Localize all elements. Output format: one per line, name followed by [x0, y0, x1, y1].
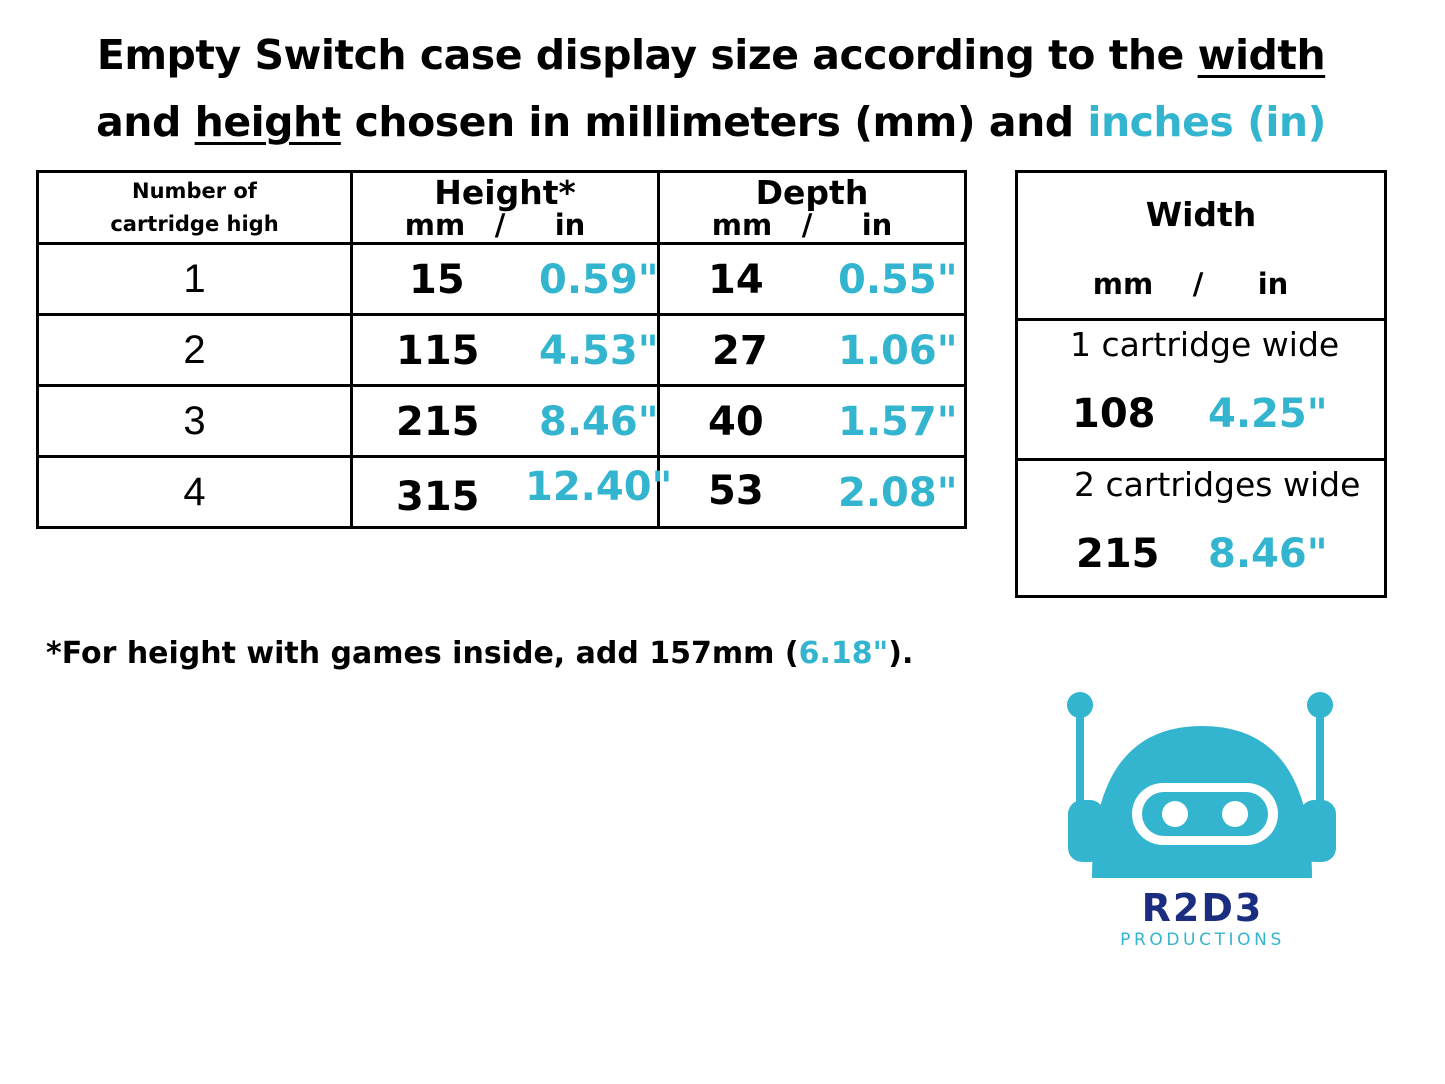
height-in: 8.46" — [539, 399, 659, 445]
row-count: 2 — [36, 313, 353, 387]
depth-in: 1.06" — [838, 328, 958, 374]
table-row: 2 115 4.53" 27 1.06" — [36, 313, 967, 387]
title-line-1: Empty Switch case display size according… — [96, 31, 1326, 79]
title-highlight-inches: inches (in) — [1087, 98, 1326, 146]
height-mm: 115 — [396, 328, 480, 374]
row-count: 4 — [36, 455, 353, 529]
width-mm: 108 — [1072, 391, 1156, 437]
width-mm: 215 — [1076, 531, 1160, 577]
table-header-row: Number of cartridge high Height* mm / in… — [36, 170, 967, 245]
depth-cell: 40 1.57" — [657, 384, 967, 458]
header-height: Height* mm / in — [350, 170, 660, 245]
height-depth-table: Number of cartridge high Height* mm / in… — [36, 170, 967, 529]
title-line-2: and height chosen in millimeters (mm) an… — [96, 98, 1326, 146]
table-row: 3 215 8.46" 40 1.57" — [36, 384, 967, 458]
width-section-2: 2 cartridges wide 215 8.46" — [1018, 461, 1384, 598]
robot-head-icon — [1067, 692, 1336, 878]
depth-mm: 14 — [708, 257, 764, 303]
brand-logo-text: R2D3 — [1141, 886, 1264, 930]
height-in: 4.53" — [539, 328, 659, 374]
row-count: 1 — [36, 242, 353, 316]
width-label: 1 cartridge wide — [1070, 325, 1340, 364]
page-title: Empty Switch case display size according… — [0, 22, 1422, 156]
width-table: Width mm / in 1 cartridge wide 108 4.25"… — [1015, 170, 1387, 598]
height-units: mm / in — [404, 207, 586, 242]
brand-logo-subtitle: PRODUCTIONS — [1120, 930, 1285, 950]
depth-in: 1.57" — [838, 399, 958, 445]
width-header: Width mm / in — [1018, 173, 1384, 321]
footnote-highlight: 6.18" — [798, 636, 889, 671]
width-label: 2 cartridges wide — [1074, 465, 1361, 504]
title-underlined-width: width — [1197, 31, 1326, 79]
depth-cell: 27 1.06" — [657, 313, 967, 387]
height-mm: 215 — [396, 399, 480, 445]
header-count: Number of cartridge high — [36, 170, 353, 245]
footnote: *For height with games inside, add 157mm… — [46, 636, 914, 671]
height-cell: 215 8.46" — [350, 384, 660, 458]
table-row: 1 15 0.59" 14 0.55" — [36, 242, 967, 316]
row-count: 3 — [36, 384, 353, 458]
height-mm: 315 — [396, 474, 480, 520]
height-cell: 15 0.59" — [350, 242, 660, 316]
width-units: mm / in — [1092, 267, 1289, 301]
height-in: 0.59" — [539, 257, 659, 303]
depth-in: 2.08" — [838, 470, 958, 516]
depth-mm: 40 — [708, 399, 764, 445]
height-cell: 315 12.40" — [350, 455, 672, 529]
depth-in: 0.55" — [838, 257, 958, 303]
table-row: 4 315 12.40" 53 2.08" — [36, 455, 967, 529]
height-mm: 15 — [409, 257, 465, 303]
header-depth: Depth mm / in — [657, 170, 967, 245]
depth-mm: 53 — [708, 468, 764, 514]
height-in: 12.40" — [525, 464, 673, 510]
title-underlined-height: height — [194, 98, 342, 146]
depth-cell: 53 2.08" — [657, 455, 967, 529]
depth-units: mm / in — [711, 207, 893, 242]
depth-cell: 14 0.55" — [657, 242, 967, 316]
depth-mm: 27 — [712, 328, 768, 374]
height-cell: 115 4.53" — [350, 313, 660, 387]
width-in: 4.25" — [1208, 391, 1328, 437]
width-title: Width — [1145, 195, 1257, 234]
width-section-1: 1 cartridge wide 108 4.25" — [1018, 321, 1384, 461]
width-in: 8.46" — [1208, 531, 1328, 577]
